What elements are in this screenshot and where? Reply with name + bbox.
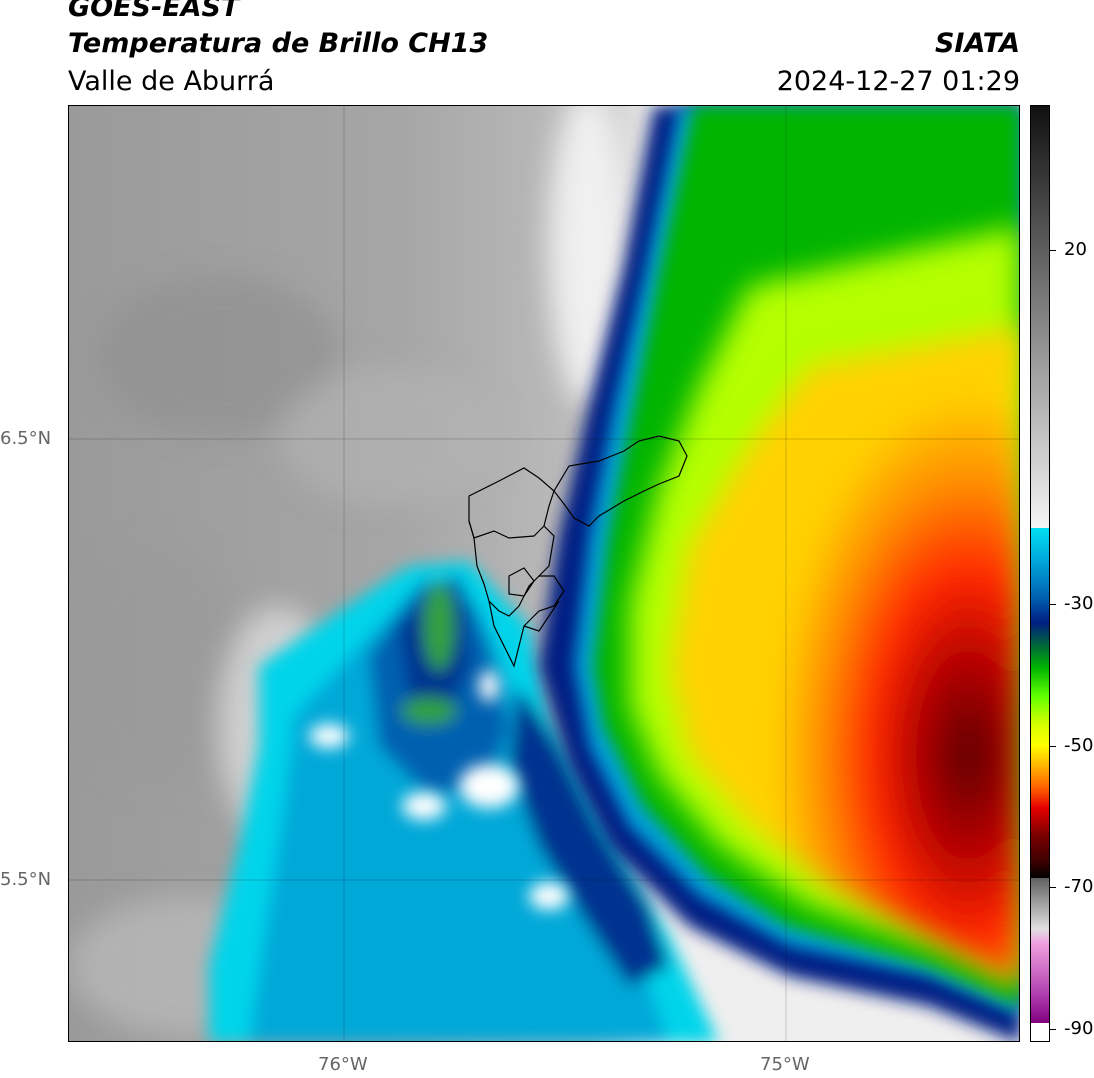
agency-label: SIATA (934, 28, 1020, 59)
cold-cloud-southwest (209, 561, 719, 1041)
region-subtitle: Valle de Aburrá (68, 66, 275, 97)
colorbar-tick (1050, 887, 1056, 888)
convective-system-east (539, 106, 1019, 1041)
satellite-title: GOES-EAST (68, 0, 240, 23)
product-title: Temperatura de Brillo CH13 (68, 28, 489, 59)
lat-label-5-5: 5.5°N (0, 869, 52, 890)
colorbar-tick (1050, 250, 1056, 251)
lon-label-75w: 75°W (760, 1054, 810, 1075)
clear-patches (309, 670, 569, 910)
colorbar-tick (1050, 604, 1056, 605)
brightness-temperature-map (68, 105, 1020, 1042)
map-canvas (69, 106, 1019, 1041)
colorbar-label-20: 20 (1064, 239, 1087, 260)
datetime-label: 2024-12-27 01:29 (776, 66, 1020, 97)
graticule (69, 106, 1019, 1041)
colorbar-label-minus30: -30 (1064, 593, 1094, 614)
municipal-boundaries (468, 435, 688, 668)
colorbar-label-minus90: -90 (1064, 1018, 1094, 1039)
colorbar-tick (1050, 1029, 1056, 1030)
colorbar-canvas (1031, 106, 1049, 1041)
temperature-colorbar (1030, 105, 1050, 1042)
lat-label-6-5: 6.5°N (0, 428, 52, 449)
colorbar-label-minus50: -50 (1064, 735, 1094, 756)
colorbar-label-minus70: -70 (1064, 876, 1094, 897)
colorbar-tick (1050, 746, 1056, 747)
lon-label-76w: 76°W (318, 1054, 368, 1075)
